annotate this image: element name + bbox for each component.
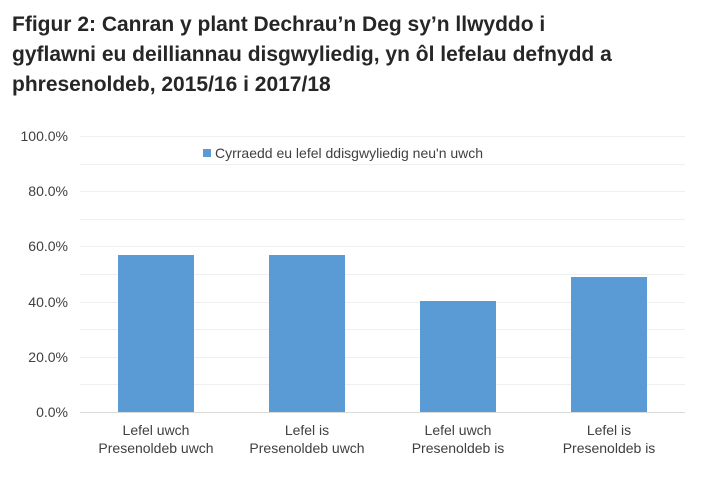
legend-swatch-icon	[203, 149, 211, 157]
chart-title-line-1: Ffigur 2: Canran y plant Dechrau’n Deg s…	[12, 13, 546, 36]
y-tick-label: 40.0%	[28, 294, 68, 310]
gridline	[80, 136, 685, 137]
chart-title-line-3: phresenoldeb, 2015/16 i 2017/18	[12, 73, 331, 96]
gridline	[80, 302, 685, 303]
y-tick-label: 100.0%	[20, 128, 68, 144]
x-category-label: Lefel is Presenoldeb uwch	[249, 422, 365, 456]
y-tick-label: 80.0%	[28, 183, 68, 199]
gridline	[80, 329, 685, 330]
chart-title-line-2: gyflawni eu deilliannau disgwyliedig, yn…	[12, 43, 612, 66]
gridline	[80, 219, 685, 220]
x-category-label: Lefel uwch Presenoldeb uwch	[98, 422, 214, 456]
legend: Cyrraedd eu lefel ddisgwyliedig neu'n uw…	[203, 145, 483, 161]
gridline	[80, 246, 685, 247]
bar	[571, 277, 647, 412]
y-tick-label: 20.0%	[28, 349, 68, 365]
bar	[269, 255, 345, 412]
chart-title: Ffigur 2: Canran y plant Dechrau’n Deg s…	[12, 10, 702, 100]
gridline	[80, 384, 685, 385]
y-tick-label: 0.0%	[36, 404, 68, 420]
gridline	[80, 164, 685, 165]
x-category-label: Lefel uwch Presenoldeb is	[411, 422, 505, 456]
y-tick-label: 60.0%	[28, 238, 68, 254]
gridline	[80, 357, 685, 358]
gridline	[80, 191, 685, 192]
bar	[420, 301, 496, 412]
bar	[118, 255, 194, 412]
legend-label: Cyrraedd eu lefel ddisgwyliedig neu'n uw…	[215, 145, 484, 161]
gridline	[80, 274, 685, 275]
x-category-label: Lefel is Presenoldeb is	[562, 422, 656, 456]
x-axis-line	[80, 412, 685, 413]
